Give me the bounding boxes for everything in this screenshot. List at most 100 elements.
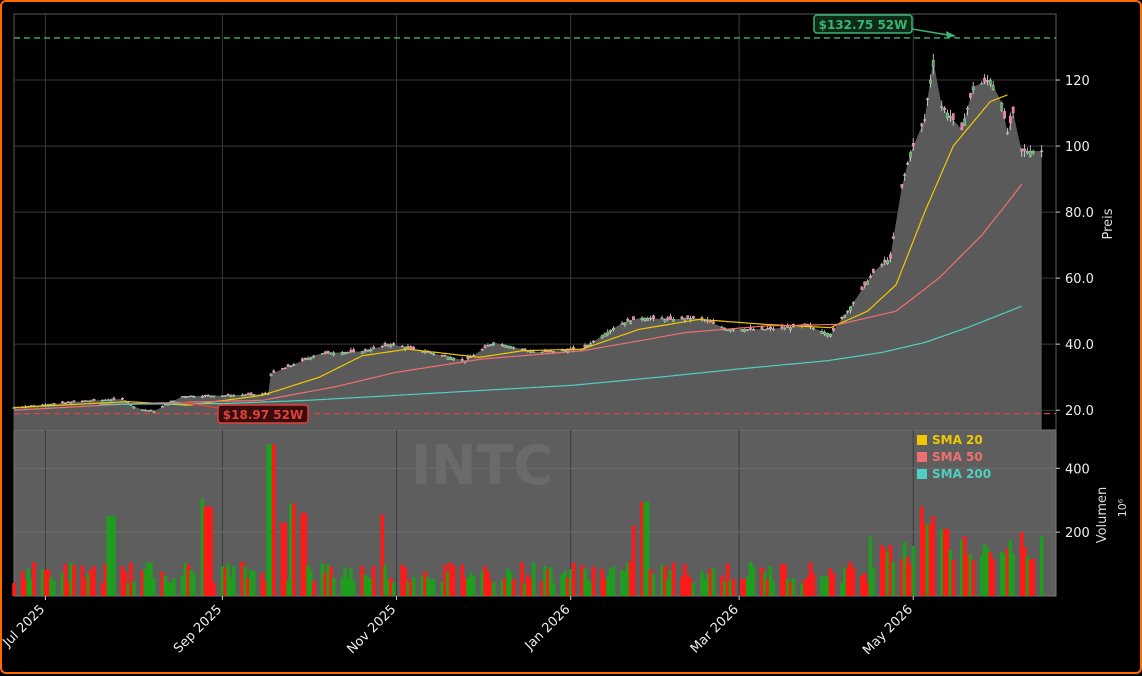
volume-bar [126, 582, 130, 596]
candle-body [132, 406, 136, 409]
candle-body [860, 286, 864, 290]
candle-body [829, 334, 832, 337]
candle-body [183, 396, 187, 398]
candle-body [963, 118, 966, 126]
volume-bar [743, 579, 747, 596]
candle-body [389, 344, 393, 347]
candle-body [223, 395, 227, 397]
volume-bar [985, 547, 990, 596]
volume-bar [252, 570, 256, 596]
volume-bar [900, 559, 904, 596]
candle-body [783, 327, 787, 329]
volume-bar [683, 563, 687, 596]
candle-body [760, 326, 764, 330]
candle-body [986, 80, 989, 82]
candle-body [192, 395, 196, 398]
candle-body [983, 77, 986, 83]
volume-bar [471, 575, 476, 596]
volume-bar [149, 562, 153, 596]
volume-bar [962, 536, 967, 596]
candle-body [966, 107, 969, 110]
candle-body [903, 174, 907, 176]
volume-bar [942, 528, 947, 596]
candle-body [503, 344, 507, 348]
candle-body [991, 85, 995, 90]
price-tick-label: 120 [1065, 74, 1090, 89]
candle-body [369, 349, 373, 352]
volume-bar [620, 570, 624, 596]
volume-bar [500, 580, 504, 596]
volume-bar [660, 564, 664, 596]
price-tick-label: 60.0 [1065, 272, 1094, 287]
candle-body [72, 400, 76, 403]
volume-bar [888, 544, 893, 596]
volume-bar [931, 516, 936, 596]
volume-bar [805, 577, 810, 596]
candle-body [106, 399, 110, 401]
volume-bar [711, 568, 716, 596]
volume-bar [802, 579, 807, 596]
candle-body [786, 326, 789, 328]
volume-bar [979, 555, 984, 596]
volume-bar [771, 580, 776, 596]
volume-bar [300, 513, 305, 596]
volume-bar [226, 563, 230, 596]
volume-bar [289, 503, 293, 596]
date-tick-label: Jul 2025 [2, 602, 48, 651]
volume-bar [169, 582, 173, 596]
candle-body [283, 367, 287, 370]
volume-bar [651, 573, 656, 596]
volume-bar [209, 506, 213, 596]
candle-body [632, 316, 635, 320]
volume-bar [269, 444, 273, 596]
candle-body [232, 395, 236, 397]
volume-bar [440, 581, 445, 596]
volume-bar [528, 578, 533, 596]
volume-bar [240, 561, 245, 596]
candle-body [241, 394, 244, 397]
date-tick-label: May 2026 [860, 602, 916, 658]
volume-bar [991, 559, 995, 596]
volume-bar [586, 579, 590, 596]
candle-body [409, 346, 413, 349]
candle-body [589, 343, 593, 346]
volume-bar [745, 577, 750, 596]
volume-bar [369, 578, 373, 596]
candle-body [506, 345, 510, 348]
candle-body [729, 329, 732, 332]
volume-bar [911, 546, 916, 596]
volume-bar [971, 560, 976, 596]
volume-bar [940, 528, 944, 596]
price-area [14, 60, 1042, 430]
candle-body [926, 98, 929, 100]
candle-body [752, 329, 755, 331]
candle-body [49, 403, 53, 406]
candle-body [281, 368, 284, 370]
volume-bar [12, 583, 16, 596]
candle-body [306, 358, 310, 360]
volume-bar [20, 571, 25, 596]
candle-body [1003, 111, 1006, 119]
volume-bar [988, 552, 993, 596]
candle-body [89, 400, 93, 402]
volume-bar [123, 571, 128, 596]
volume-bar [486, 571, 490, 596]
candle-body [152, 411, 156, 413]
volume-bar [383, 564, 387, 596]
candle-body [686, 315, 690, 319]
volume-bar [451, 566, 456, 596]
candle-body [689, 318, 692, 320]
volume-bar [691, 582, 696, 596]
price-tick-label: 80.0 [1065, 206, 1094, 221]
candle-body [186, 396, 190, 398]
candle-body [312, 355, 316, 358]
candle-body [552, 351, 555, 353]
candle-body [849, 306, 852, 311]
candle-body [886, 260, 889, 264]
volume-bar [180, 575, 185, 596]
candle-body [406, 346, 410, 348]
candle-body [329, 352, 333, 355]
price-axis-label: Preis [1101, 208, 1116, 239]
price-tick-label: 20.0 [1065, 404, 1094, 419]
volume-bar [120, 566, 125, 596]
